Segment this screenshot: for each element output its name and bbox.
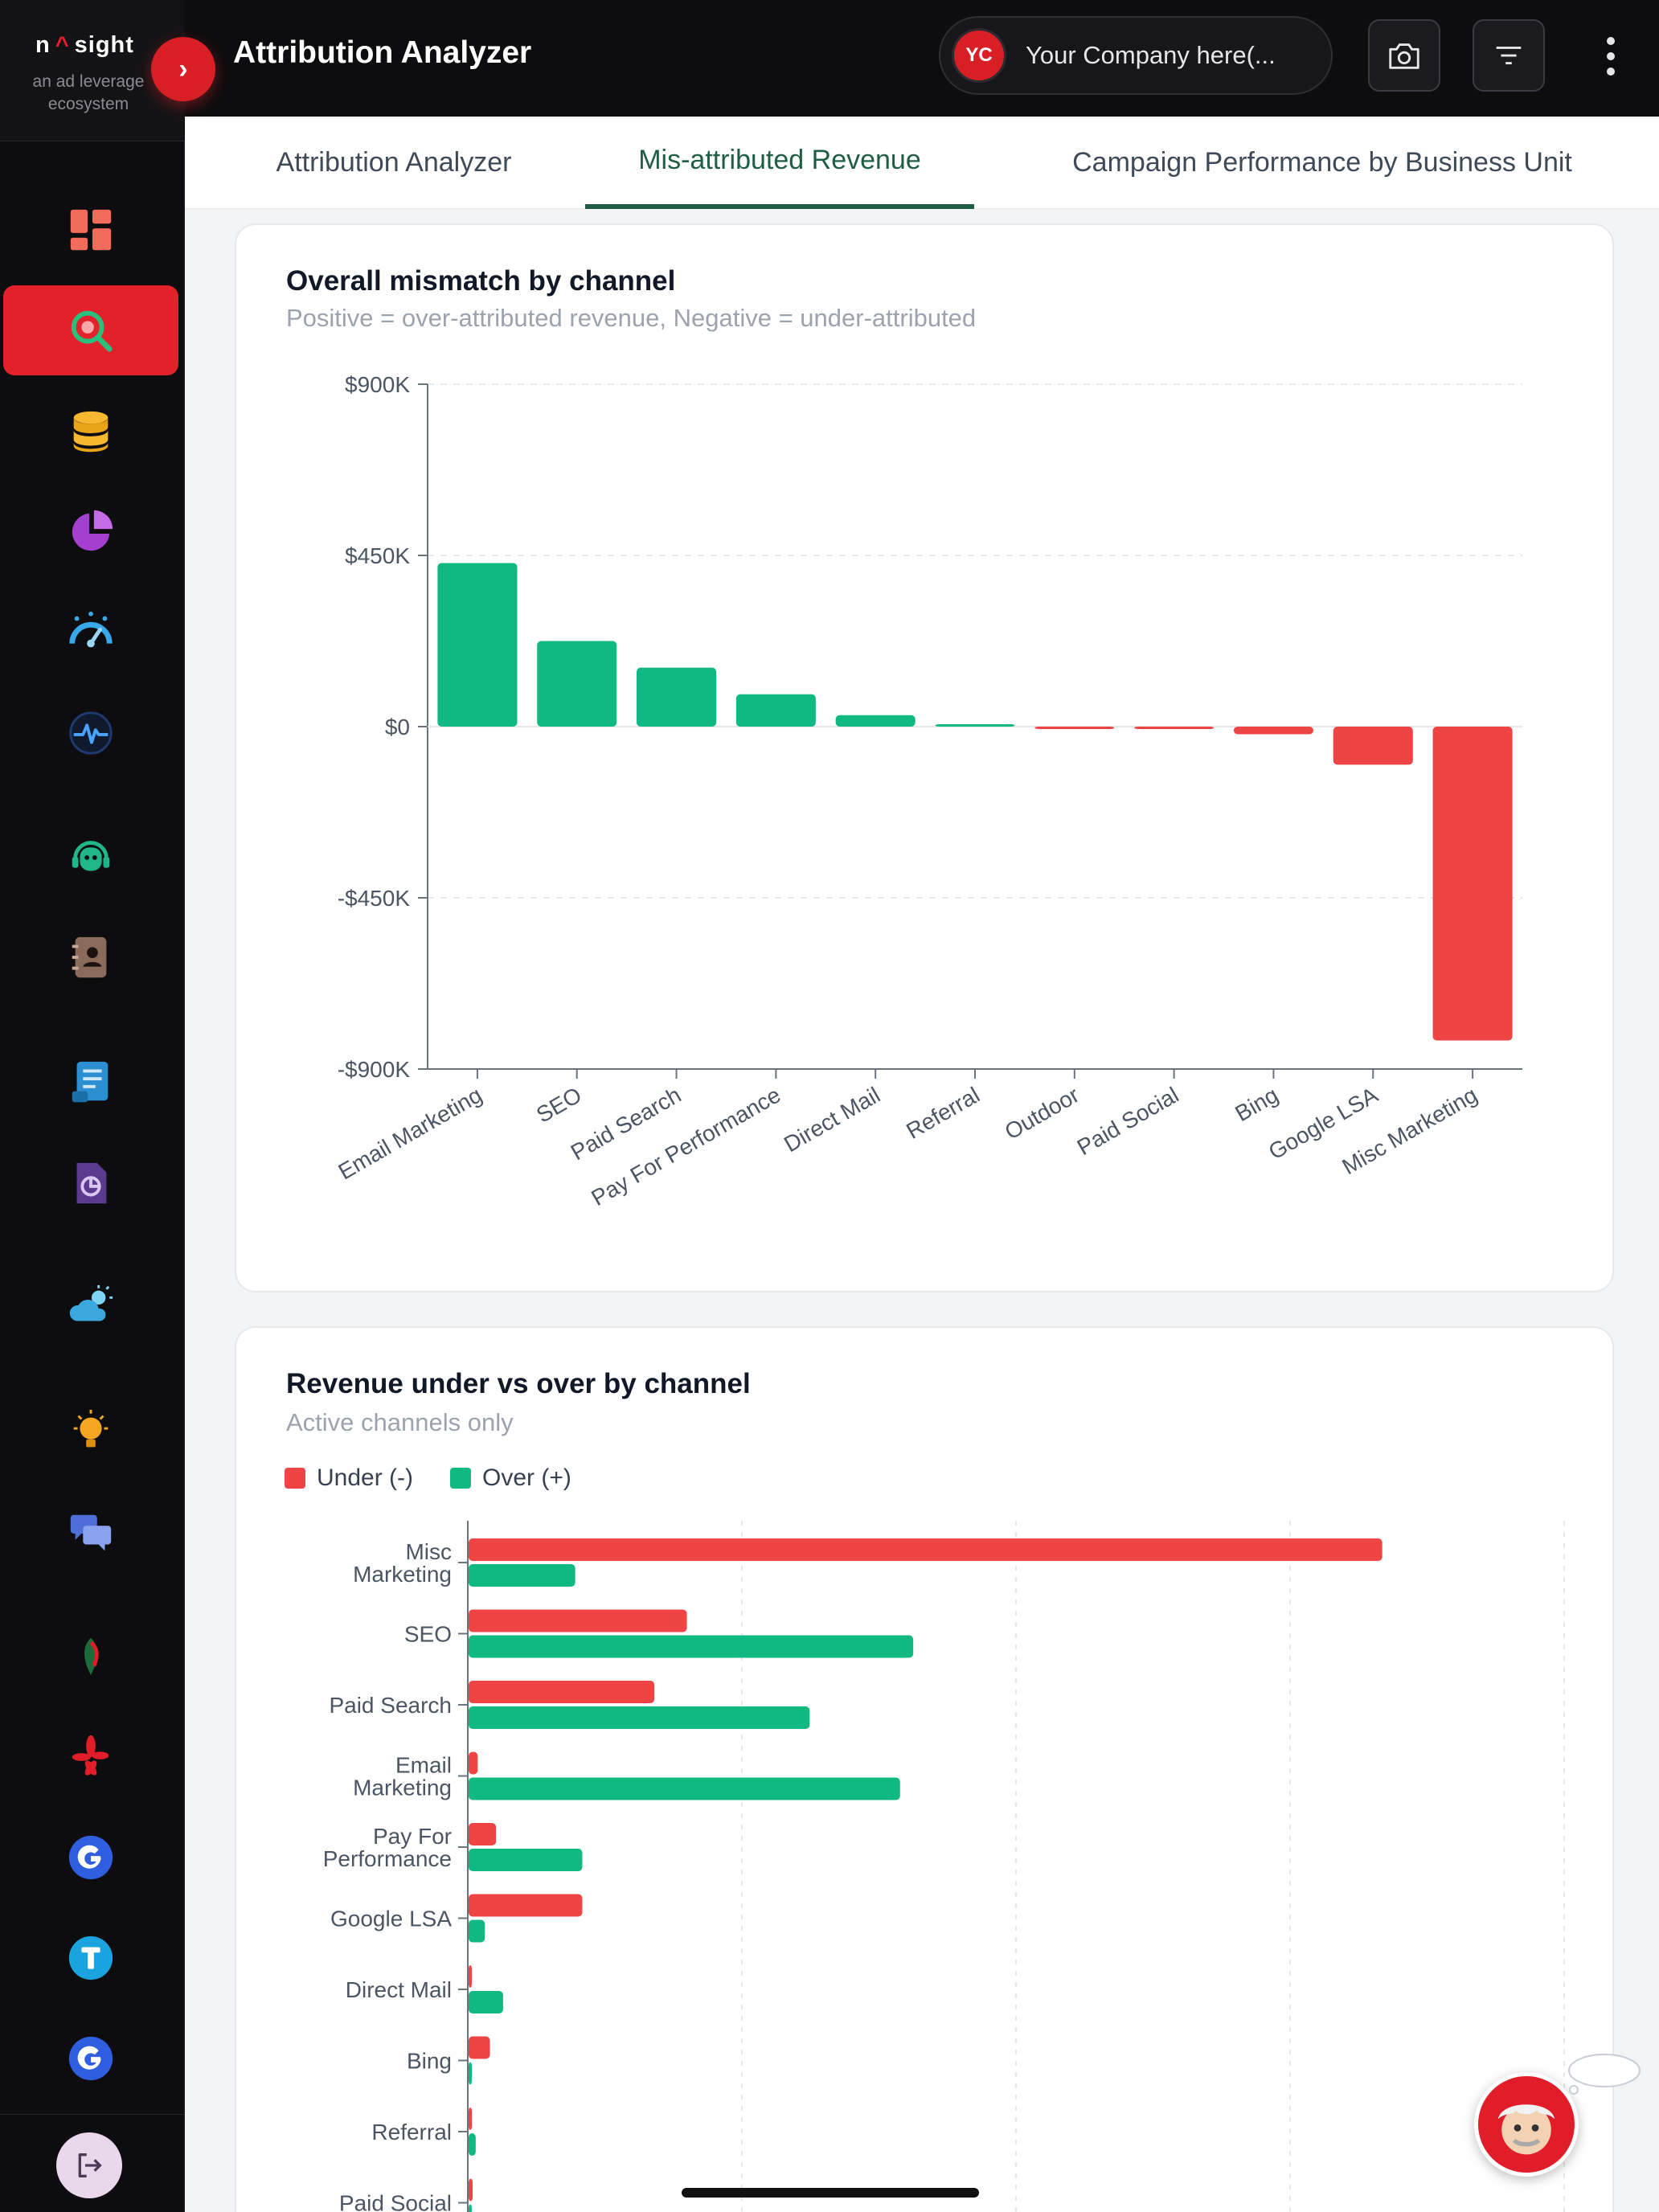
logout-button[interactable] [56, 2132, 122, 2198]
report-document-icon [72, 1061, 109, 1103]
logo-text-left: n [35, 32, 51, 58]
sidebar-item-database[interactable] [3, 387, 178, 477]
logout-icon [78, 2153, 102, 2177]
sidebar-item-support[interactable] [3, 812, 178, 902]
sidebar-item-google[interactable] [3, 1813, 178, 1903]
under-over-chart-subtitle: Active channels only [286, 1408, 514, 1436]
t-brand-icon [68, 1936, 113, 1981]
support-bot-icon [72, 841, 110, 871]
sidebar: n ^ sight an ad leverage ecosystem [0, 0, 185, 2212]
camera-icon [1389, 43, 1419, 69]
sidebar-item-contacts[interactable] [3, 912, 178, 1002]
pie-document-icon [76, 1162, 107, 1204]
sidebar-item-dashboard[interactable] [3, 185, 178, 275]
home-indicator [682, 2188, 979, 2198]
under-over-card: Revenue under vs over by channel Active … [235, 1326, 1614, 2212]
filter-button[interactable] [1473, 19, 1545, 92]
assistant-avatar-icon [1484, 2082, 1569, 2167]
sidebar-item-pie[interactable] [3, 487, 178, 577]
legend-item-over[interactable]: Over (+) [450, 1464, 571, 1492]
mismatch-chart-subtitle: Positive = over-attributed revenue, Nega… [286, 304, 977, 332]
mismatch-card: Overall mismatch by channel Positive = o… [235, 223, 1614, 1292]
dashboard-icon [70, 209, 112, 251]
kebab-icon-dot [1607, 52, 1615, 60]
thought-cloud-icon [1568, 2054, 1641, 2095]
attribution-search-icon [71, 310, 113, 352]
kebab-icon-dot [1607, 68, 1615, 76]
database-icon [73, 411, 109, 453]
logo: n ^ sight [35, 32, 134, 59]
sidebar-item-t-brand[interactable] [3, 1913, 178, 2003]
sidebar-item-brand[interactable] [3, 1612, 178, 1702]
sidebar-item-pie-doc[interactable] [3, 1138, 178, 1228]
kebab-icon-dot [1607, 37, 1615, 45]
pulse-icon [69, 711, 113, 755]
weather-icon [69, 1284, 113, 1321]
sidebar-item-pulse[interactable] [3, 688, 178, 778]
logo-tagline: an ad leverage ecosystem [32, 72, 145, 113]
lightbulb-icon [73, 1409, 109, 1448]
chevron-right-icon: › [178, 53, 188, 84]
pie-chart-icon [72, 510, 113, 551]
legend-item-under[interactable]: Under (-) [285, 1464, 413, 1492]
screenshot-button[interactable] [1368, 19, 1440, 92]
filter-icon [1496, 46, 1522, 65]
logo-text-right: sight [74, 32, 134, 58]
sidebar-item-google-ads[interactable] [3, 2013, 178, 2103]
contacts-book-icon [72, 936, 107, 978]
google-ads-icon [68, 2036, 113, 2081]
mismatch-chart-title: Overall mismatch by channel [286, 265, 676, 297]
logo-caret: ^ [55, 32, 70, 58]
tab-bar: Attribution Analyzer Mis-attributed Reve… [185, 117, 1659, 209]
sidebar-bottom [0, 2114, 185, 2212]
legend-label-over: Over (+) [482, 1464, 571, 1491]
company-selector[interactable]: YC Your Company here(... [939, 16, 1333, 95]
under-over-chart-title: Revenue under vs over by channel [286, 1368, 751, 1399]
sidebar-item-weather[interactable] [3, 1262, 178, 1352]
sidebar-item-attribution[interactable] [3, 285, 178, 375]
brand-leaf-icon [84, 1637, 99, 1676]
legend-swatch-under [285, 1468, 305, 1489]
sidebar-item-insights[interactable] [3, 1387, 178, 1477]
more-menu-button[interactable] [1595, 32, 1627, 80]
yelp-icon [72, 1735, 109, 1776]
gauge-icon [69, 611, 113, 648]
company-name: Your Company here(... [1026, 41, 1276, 69]
sidebar-item-yelp[interactable] [3, 1712, 178, 1802]
page-title: Attribution Analyzer [233, 35, 532, 70]
company-avatar: YC [952, 28, 1006, 83]
tab-campaign-performance[interactable]: Campaign Performance by Business Unit [1072, 147, 1572, 178]
ai-assistant-button[interactable] [1474, 2072, 1579, 2177]
tab-mis-attributed-revenue[interactable]: Mis-attributed Revenue [585, 117, 974, 209]
sidebar-item-reports[interactable] [3, 1037, 178, 1127]
chat-bubbles-icon [70, 1514, 112, 1551]
sidebar-item-gauge[interactable] [3, 588, 178, 678]
app-header: Attribution Analyzer YC Your Company her… [185, 0, 1659, 117]
legend-label-under: Under (-) [317, 1464, 414, 1491]
sidebar-item-messages[interactable] [3, 1487, 178, 1577]
under-over-legend: Under (-) Over (+) [285, 1464, 571, 1492]
legend-swatch-over [450, 1468, 472, 1489]
tab-attribution-analyzer[interactable]: Attribution Analyzer [276, 147, 512, 178]
sidebar-toggle-button[interactable]: › [151, 37, 215, 101]
google-icon [68, 1835, 113, 1880]
